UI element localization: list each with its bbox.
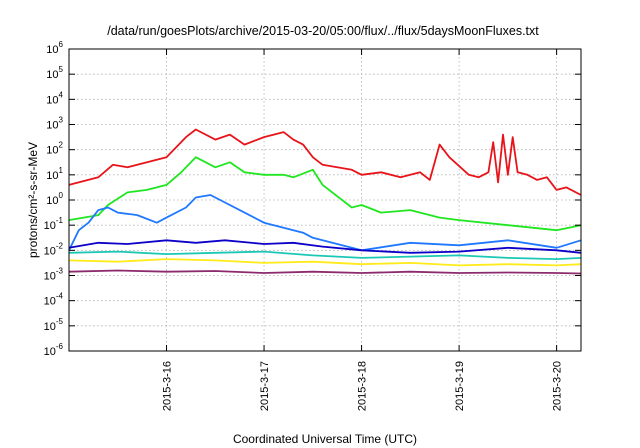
series-line-2 <box>68 194 582 252</box>
y-tick-label: 103 <box>46 116 63 132</box>
y-tick-label: 10-1 <box>44 216 64 232</box>
y-tick-label: 10-4 <box>44 292 64 308</box>
y-tick-label: 10-3 <box>44 267 64 283</box>
series-line-6 <box>68 269 582 275</box>
y-axis-label: protons/cm²-s-sr-MeV <box>26 142 40 258</box>
y-tick-label: 10-5 <box>44 317 64 333</box>
x-axis: 2015-3-16 2015-3-17 2015-3-18 2015-3-19 2015… <box>162 49 564 411</box>
y-tick-label: 101 <box>46 166 63 182</box>
y-tick-label: 106 <box>46 40 63 56</box>
grid <box>69 49 581 351</box>
y-tick-label: 105 <box>46 65 63 81</box>
series-lines <box>68 128 582 275</box>
x-tick-label: 2015-3-16 <box>162 361 174 411</box>
x-tick-label: 2015-3-18 <box>357 361 369 411</box>
x-tick-label: 2015-3-19 <box>454 361 466 411</box>
y-tick-label: 10-2 <box>44 241 64 257</box>
series-line-3 <box>68 239 582 254</box>
y-tick-label: 104 <box>46 90 63 106</box>
series-line-4 <box>68 250 582 261</box>
y-tick-label: 102 <box>46 141 63 157</box>
series-line-0 <box>68 128 582 196</box>
x-tick-label: 2015-3-17 <box>259 361 271 411</box>
y-axis: 10-6 10-5 10-4 10-3 10-2 10-1 100 101 102 103 104 1… <box>44 40 581 358</box>
series-line-1 <box>68 156 582 232</box>
x-axis-label: Coordinated Universal Time (UTC) <box>233 432 417 446</box>
x-tick-label: 2015-3-20 <box>552 361 564 411</box>
y-tick-label: 100 <box>46 191 63 207</box>
chart-title: /data/run/goesPlots/archive/2015-03-20/0… <box>107 24 539 38</box>
y-tick-label: 10-6 <box>44 342 64 358</box>
series-line-5 <box>68 258 582 267</box>
